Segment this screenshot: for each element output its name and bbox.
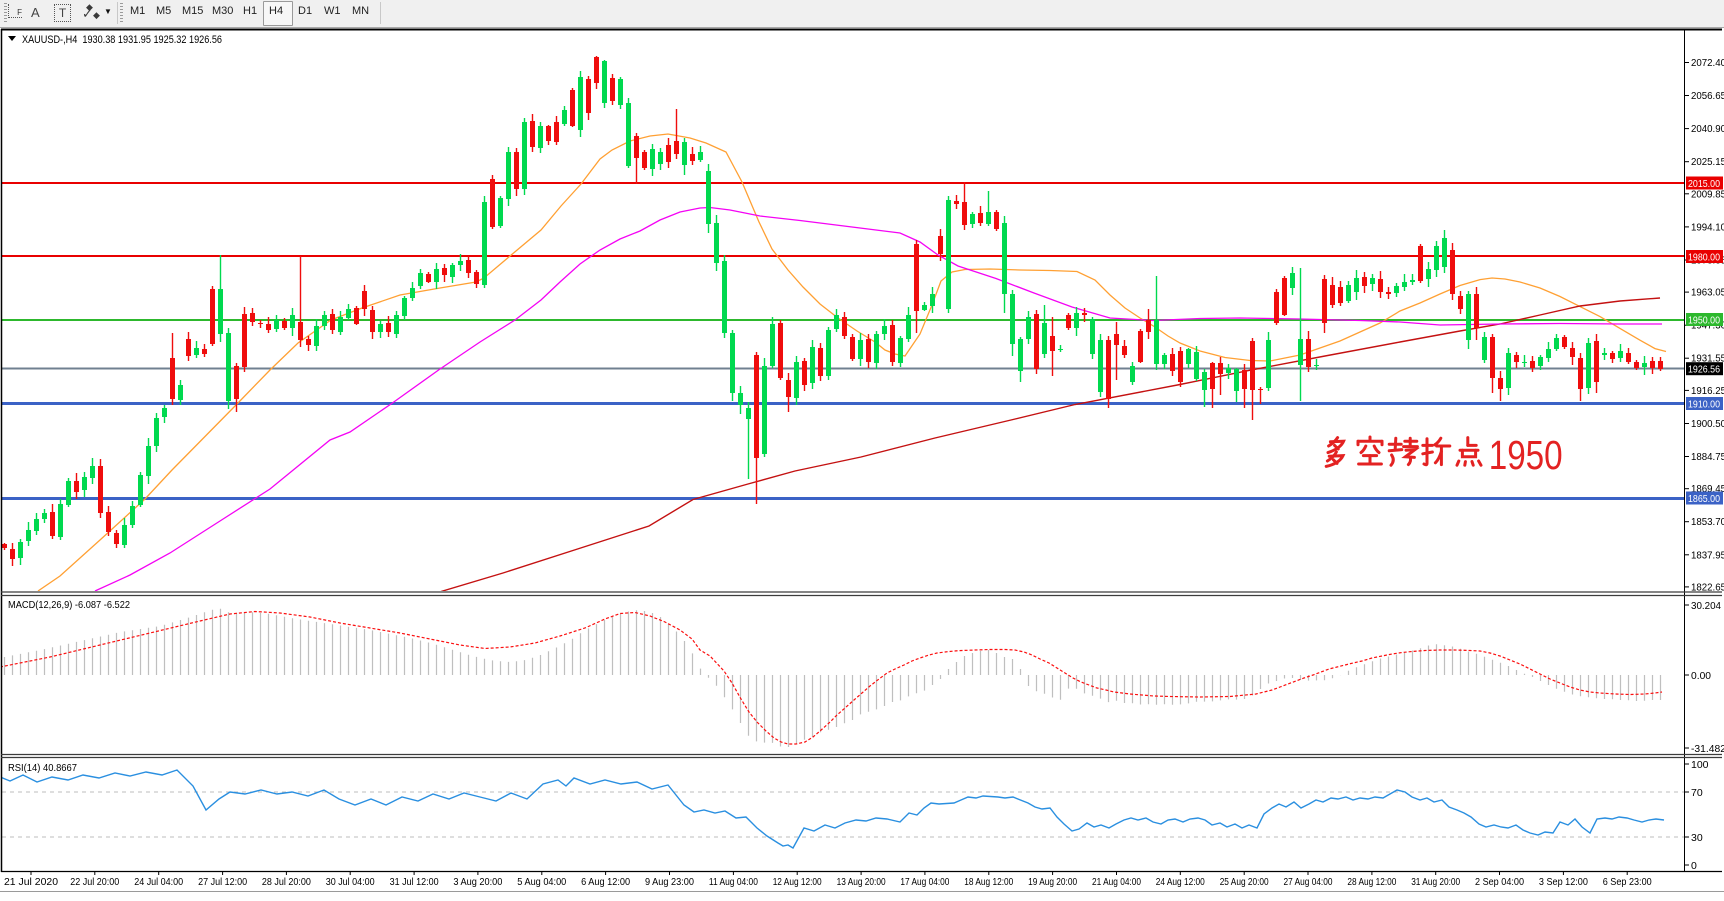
svg-text:24 Aug 12:00: 24 Aug 12:00 bbox=[1156, 876, 1205, 888]
svg-text:28 Aug 12:00: 28 Aug 12:00 bbox=[1347, 876, 1396, 888]
svg-text:2025.15: 2025.15 bbox=[1691, 156, 1724, 168]
svg-text:-31.482: -31.482 bbox=[1691, 743, 1724, 755]
svg-text:5 Aug 04:00: 5 Aug 04:00 bbox=[517, 876, 566, 888]
svg-text:28 Jul 20:00: 28 Jul 20:00 bbox=[262, 876, 311, 888]
svg-text:RSI(14) 40.8667: RSI(14) 40.8667 bbox=[8, 762, 77, 774]
svg-text:24 Jul 04:00: 24 Jul 04:00 bbox=[134, 876, 183, 888]
svg-text:30.204: 30.204 bbox=[1691, 600, 1721, 612]
svg-text:2009.85: 2009.85 bbox=[1691, 188, 1724, 200]
svg-text:1822.65: 1822.65 bbox=[1691, 581, 1724, 593]
svg-text:17 Aug 04:00: 17 Aug 04:00 bbox=[900, 876, 949, 888]
svg-text:1865.00: 1865.00 bbox=[1688, 493, 1720, 505]
svg-text:27 Jul 12:00: 27 Jul 12:00 bbox=[198, 876, 247, 888]
svg-text:30: 30 bbox=[1691, 832, 1703, 844]
svg-text:0: 0 bbox=[1691, 860, 1697, 872]
svg-text:1910.00: 1910.00 bbox=[1688, 399, 1720, 411]
svg-text:2056.65: 2056.65 bbox=[1691, 90, 1724, 102]
svg-text:1900.50: 1900.50 bbox=[1691, 418, 1724, 430]
svg-text:12 Aug 12:00: 12 Aug 12:00 bbox=[773, 876, 822, 888]
svg-text:0.00: 0.00 bbox=[1691, 670, 1711, 682]
svg-text:1853.70: 1853.70 bbox=[1691, 516, 1724, 528]
svg-text:3 Aug 20:00: 3 Aug 20:00 bbox=[453, 876, 502, 888]
svg-text:1837.95: 1837.95 bbox=[1691, 549, 1724, 561]
svg-text:1980.00: 1980.00 bbox=[1688, 252, 1720, 264]
svg-text:6 Aug 12:00: 6 Aug 12:00 bbox=[581, 876, 630, 888]
svg-text:31 Jul 12:00: 31 Jul 12:00 bbox=[390, 876, 439, 888]
svg-text:3 Sep 12:00: 3 Sep 12:00 bbox=[1539, 876, 1588, 888]
svg-text:22 Jul 20:00: 22 Jul 20:00 bbox=[70, 876, 119, 888]
svg-text:2072.40: 2072.40 bbox=[1691, 57, 1724, 69]
svg-text:6 Sep 23:00: 6 Sep 23:00 bbox=[1603, 876, 1652, 888]
svg-text:2040.90: 2040.90 bbox=[1691, 123, 1724, 135]
svg-text:27 Aug 04:00: 27 Aug 04:00 bbox=[1284, 876, 1333, 888]
svg-text:30 Jul 04:00: 30 Jul 04:00 bbox=[326, 876, 375, 888]
svg-text:MACD(12,26,9) -6.087 -6.522: MACD(12,26,9) -6.087 -6.522 bbox=[8, 599, 130, 611]
svg-text:1994.10: 1994.10 bbox=[1691, 221, 1724, 233]
svg-text:18 Aug 12:00: 18 Aug 12:00 bbox=[964, 876, 1013, 888]
svg-text:19 Aug 20:00: 19 Aug 20:00 bbox=[1028, 876, 1077, 888]
svg-text:11 Aug 04:00: 11 Aug 04:00 bbox=[709, 876, 758, 888]
svg-text:2 Sep 04:00: 2 Sep 04:00 bbox=[1475, 876, 1524, 888]
svg-text:70: 70 bbox=[1691, 787, 1703, 799]
svg-text:13 Aug 20:00: 13 Aug 20:00 bbox=[837, 876, 886, 888]
svg-text:1963.05: 1963.05 bbox=[1691, 287, 1724, 299]
svg-text:2015.00: 2015.00 bbox=[1688, 178, 1720, 190]
svg-text:1950.00: 1950.00 bbox=[1688, 315, 1720, 327]
svg-text:1916.25: 1916.25 bbox=[1691, 385, 1724, 397]
svg-text:1926.56: 1926.56 bbox=[1688, 364, 1720, 376]
svg-text:XAUUSD-,H4 1930.38 1931.95 19: XAUUSD-,H4 1930.38 1931.95 1925.32 1926.… bbox=[22, 34, 222, 46]
svg-text:21 Jul 2020: 21 Jul 2020 bbox=[4, 876, 58, 888]
svg-text:1950: 1950 bbox=[1489, 432, 1563, 478]
svg-text:100: 100 bbox=[1691, 759, 1709, 771]
svg-text:1884.75: 1884.75 bbox=[1691, 451, 1724, 463]
svg-text:31 Aug 20:00: 31 Aug 20:00 bbox=[1411, 876, 1460, 888]
svg-text:21 Aug 04:00: 21 Aug 04:00 bbox=[1092, 876, 1141, 888]
svg-text:1931.55: 1931.55 bbox=[1691, 353, 1724, 365]
svg-text:9 Aug 23:00: 9 Aug 23:00 bbox=[645, 876, 694, 888]
svg-text:25 Aug 20:00: 25 Aug 20:00 bbox=[1220, 876, 1269, 888]
